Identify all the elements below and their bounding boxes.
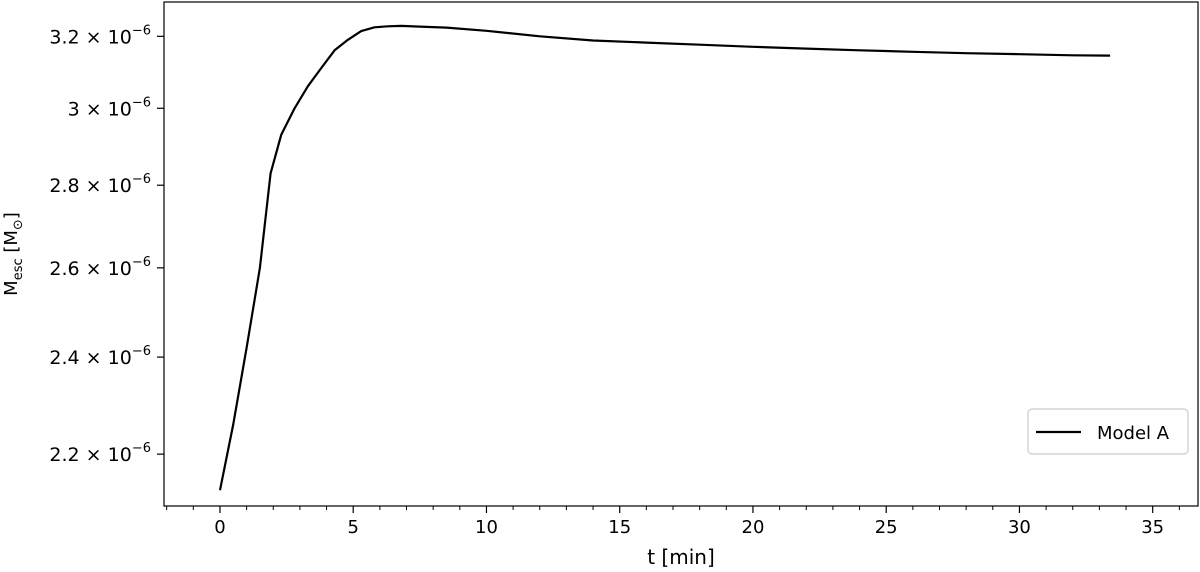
series-line-model-a xyxy=(218,24,1111,491)
legend-label-model-a: Model A xyxy=(1097,423,1170,444)
y-axis-label: Mesc [M⊙] xyxy=(1,212,26,296)
y-tick-label: 2.4 × 10−6 xyxy=(49,344,151,369)
y-tick-label: 2.2 × 10−6 xyxy=(49,441,151,466)
y-tick-label: 3.2 × 10−6 xyxy=(49,23,151,48)
legend-box xyxy=(1027,408,1189,455)
plot-frame xyxy=(163,1,1199,507)
x-tick-label: 20 xyxy=(742,517,765,538)
y-axis: 2.2 × 10−6 2.4 × 10−6 2.6 × 10−6 2.8 × 10−6… xyxy=(49,23,164,466)
x-tick-label: 0 xyxy=(214,517,225,538)
x-axis: 0 5 10 15 20 25 30 35 xyxy=(166,506,1180,538)
x-tick-label: 35 xyxy=(1141,517,1164,538)
y-tick-label: 3 × 10−6 xyxy=(68,95,151,120)
x-tick-label: 5 xyxy=(347,517,358,538)
legend: Model A xyxy=(1027,408,1189,455)
x-tick-label: 15 xyxy=(608,517,631,538)
y-tick-label: 2.6 × 10−6 xyxy=(49,255,151,280)
x-axis-label: t [min] xyxy=(647,545,715,569)
y-tick-label: 2.8 × 10−6 xyxy=(49,172,151,197)
x-tick-label: 30 xyxy=(1008,517,1031,538)
x-tick-label: 10 xyxy=(475,517,498,538)
x-tick-label: 25 xyxy=(875,517,898,538)
